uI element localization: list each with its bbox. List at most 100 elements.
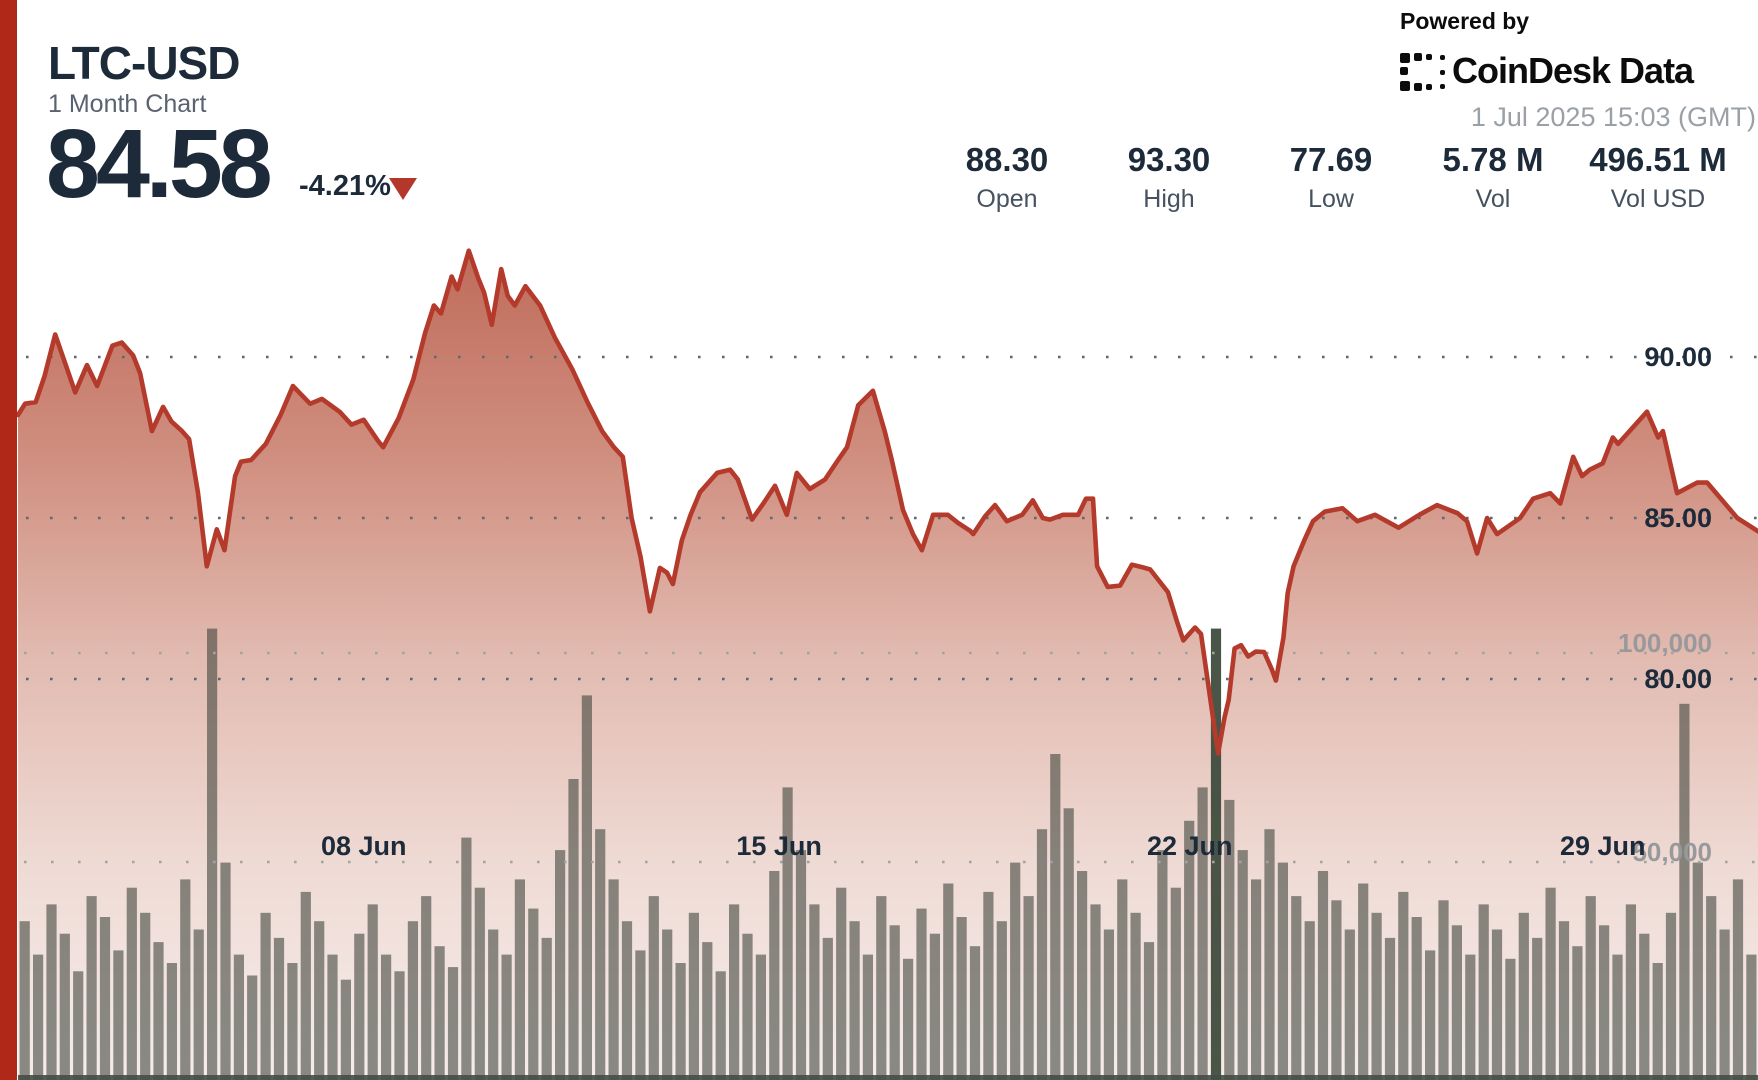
volume-bar xyxy=(1518,912,1529,1080)
volume-bar xyxy=(1251,879,1262,1080)
volume-bar xyxy=(1143,942,1155,1080)
volume-bar xyxy=(220,862,231,1080)
stat-high-label: High xyxy=(1143,185,1195,213)
volume-bar xyxy=(916,908,927,1080)
volume-bar xyxy=(903,958,914,1080)
coindesk-logo-icon xyxy=(1400,53,1446,93)
stat-vol-usd-label: Vol USD xyxy=(1610,185,1706,213)
volume-bar xyxy=(1170,887,1181,1080)
volume-bar xyxy=(273,937,285,1080)
volume-bar xyxy=(1746,954,1757,1080)
volume-bar xyxy=(73,971,84,1080)
volume-bar xyxy=(1585,896,1596,1080)
volume-bar xyxy=(1277,862,1288,1080)
volume-bar xyxy=(1719,929,1730,1080)
stat-high-value: 93.30 xyxy=(1127,141,1211,178)
volume-bar xyxy=(340,979,351,1080)
stat-open-label: Open xyxy=(976,185,1038,213)
volume-bar xyxy=(33,954,44,1080)
volume-bar xyxy=(1237,850,1248,1080)
volume-bar xyxy=(1224,799,1235,1080)
volume-bar xyxy=(1371,912,1382,1080)
volume-bar xyxy=(795,850,807,1080)
volume-bar xyxy=(1639,933,1650,1080)
volume-bar xyxy=(1130,912,1141,1080)
volume-bar xyxy=(969,946,981,1080)
price-axis-label: 90.00 xyxy=(1644,342,1712,372)
volume-bar xyxy=(688,912,699,1080)
volume-bar-highlight xyxy=(1210,628,1222,1080)
stat-open: 88.30 Open xyxy=(907,141,1107,214)
volume-bar xyxy=(1692,862,1703,1080)
price-axis-label: 80.00 xyxy=(1644,664,1712,694)
volume-bar xyxy=(1652,963,1663,1080)
volume-bar xyxy=(836,887,847,1080)
stat-vol-label: Vol xyxy=(1475,185,1511,213)
volume-bar xyxy=(233,954,244,1080)
volume-bar xyxy=(461,837,472,1080)
volume-bar xyxy=(1558,921,1570,1080)
date-axis-label: 29 Jun xyxy=(1559,831,1646,861)
volume-bar xyxy=(193,929,204,1080)
volume-bar xyxy=(247,975,258,1080)
volume-bar xyxy=(876,896,887,1080)
volume-bar xyxy=(1184,820,1195,1080)
volume-bar xyxy=(742,933,753,1080)
volume-bar xyxy=(1599,925,1610,1080)
volume-bar xyxy=(153,942,164,1080)
volume-bar xyxy=(314,921,325,1080)
volume-bar xyxy=(207,628,218,1080)
volume-bar xyxy=(1077,871,1088,1080)
volume-bar xyxy=(394,971,405,1080)
volume-bar xyxy=(1451,925,1462,1080)
volume-bar xyxy=(528,908,539,1080)
volume-bar xyxy=(755,954,766,1080)
volume-bar xyxy=(99,917,111,1080)
volume-bar xyxy=(354,933,365,1080)
volume-bar xyxy=(1304,921,1315,1080)
price-change-percent: -4.21% xyxy=(299,170,391,202)
volume-bar xyxy=(1545,887,1556,1080)
powered-by-label: Powered by xyxy=(1400,8,1530,34)
price-line xyxy=(15,248,1758,756)
volume-bar xyxy=(1625,904,1636,1080)
stat-vol-usd-value: 496.51 M xyxy=(1589,141,1727,178)
volume-bar xyxy=(729,904,740,1080)
volume-bar xyxy=(568,779,579,1080)
volume-bar xyxy=(260,912,271,1080)
volume-bar xyxy=(943,883,954,1080)
volume-bar xyxy=(555,850,566,1080)
current-price: 84.58 xyxy=(46,109,273,218)
left-accent-bar xyxy=(0,0,17,1080)
volume-bar xyxy=(367,904,378,1080)
volume-bar xyxy=(849,921,860,1080)
volume-bar xyxy=(407,921,418,1080)
volume-bar xyxy=(1532,937,1543,1080)
stat-low-label: Low xyxy=(1308,185,1354,213)
volume-bar xyxy=(501,954,512,1080)
last-updated-timestamp: 1 Jul 2025 15:03 (GMT) xyxy=(1470,102,1756,132)
volume-bar xyxy=(608,879,619,1080)
volume-bar xyxy=(1090,904,1101,1080)
volume-bar xyxy=(862,954,873,1080)
volume-bar xyxy=(287,963,298,1080)
volume-bar xyxy=(46,904,57,1080)
volume-bar xyxy=(1050,754,1061,1080)
volume-bar xyxy=(1117,879,1128,1080)
volume-bar xyxy=(1264,829,1275,1080)
volume-bar xyxy=(1344,929,1355,1080)
volume-bar xyxy=(1036,829,1048,1080)
volume-bar xyxy=(889,925,900,1080)
volume-bar xyxy=(983,891,994,1080)
gridlines xyxy=(24,355,1758,864)
volume-bar xyxy=(956,917,967,1080)
volume-bar xyxy=(1358,883,1369,1080)
volume-bar xyxy=(635,950,646,1080)
triangle-down-icon xyxy=(389,178,417,200)
volume-bar xyxy=(488,929,499,1080)
volume-bar xyxy=(140,912,151,1080)
stat-vol-value: 5.78 M xyxy=(1442,141,1544,178)
date-axis-label: 15 Jun xyxy=(736,831,822,861)
volume-bar xyxy=(595,829,606,1080)
